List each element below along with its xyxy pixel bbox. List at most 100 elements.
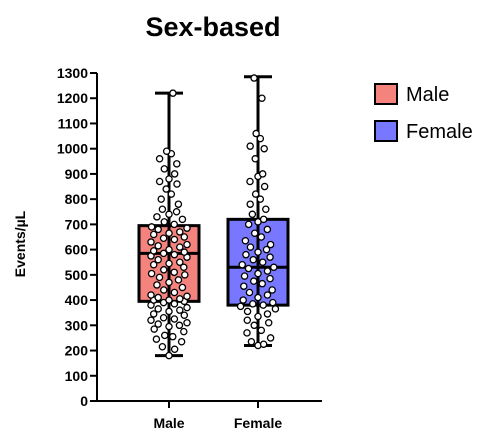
data-point (155, 273, 164, 282)
data-point (178, 215, 187, 224)
data-point (157, 195, 165, 203)
data-point (180, 263, 188, 272)
legend-swatch-male (374, 83, 398, 105)
data-point (257, 233, 266, 241)
y-tick-label: 1200 (57, 90, 88, 106)
y-tick-label: 1100 (58, 115, 89, 131)
data-point (236, 302, 245, 311)
box-male (137, 89, 201, 360)
y-tick-label: 0 (80, 393, 88, 409)
y-tick-label: 200 (65, 343, 89, 359)
data-point (246, 177, 254, 186)
data-point (239, 296, 247, 304)
data-point (165, 296, 173, 304)
data-point (250, 74, 258, 82)
data-point (244, 220, 253, 229)
data-point (252, 129, 260, 138)
data-point (169, 332, 177, 341)
data-point (170, 345, 179, 354)
data-point (154, 320, 162, 328)
data-point (150, 325, 158, 333)
data-point (174, 276, 183, 284)
data-point (154, 293, 162, 302)
data-point (170, 288, 179, 297)
data-point (165, 210, 173, 219)
data-point (247, 337, 256, 346)
data-point (251, 190, 260, 198)
data-point (149, 230, 158, 239)
data-point (263, 291, 272, 299)
data-point (256, 195, 265, 203)
data-point (254, 248, 262, 256)
data-point (254, 312, 262, 321)
data-point (262, 245, 271, 254)
data-point (147, 316, 155, 325)
data-point (260, 182, 269, 191)
y-tick-label: 600 (65, 242, 89, 258)
data-point (243, 307, 252, 316)
y-tick-label: 100 (65, 368, 89, 384)
y-tick-label: 700 (65, 216, 89, 232)
data-point (240, 272, 249, 280)
y-tick-label: 1000 (57, 141, 88, 157)
data-point (170, 170, 179, 178)
data-point (271, 305, 280, 313)
data-point (262, 205, 270, 213)
legend-label-male: Male (406, 84, 449, 106)
x-tick-label: Female (234, 415, 282, 431)
data-point (246, 243, 255, 251)
data-point (158, 343, 167, 351)
legend: Male Female (374, 83, 473, 143)
data-point (250, 321, 258, 330)
data-point (266, 274, 274, 283)
chart-title: Sex-based (145, 12, 280, 42)
data-point (172, 208, 181, 216)
data-point (170, 250, 179, 259)
data-point (160, 218, 169, 226)
data-point (153, 281, 161, 289)
data-point (250, 229, 259, 237)
data-point (180, 248, 189, 256)
data-point (158, 205, 167, 213)
data-point (257, 326, 266, 335)
data-point (264, 319, 273, 327)
data-point (154, 255, 162, 264)
data-point (263, 225, 272, 234)
data-point (154, 305, 162, 313)
box-female (226, 74, 290, 350)
y-tick-label: 400 (65, 292, 89, 308)
data-point (170, 235, 179, 244)
data-point (160, 165, 169, 173)
data-point (169, 89, 177, 97)
data-point (183, 319, 191, 327)
y-tick-label: 500 (65, 267, 89, 283)
data-point (155, 155, 164, 163)
x-tick-label: Male (153, 415, 184, 431)
data-point (241, 237, 250, 245)
data-point (240, 282, 248, 290)
data-point (176, 243, 184, 251)
data-point (246, 142, 254, 150)
data-point (176, 306, 184, 314)
data-point (170, 220, 178, 229)
data-point (258, 279, 267, 288)
data-point (258, 258, 267, 266)
data-point (167, 190, 176, 198)
data-point (248, 210, 257, 219)
data-point (266, 240, 275, 249)
data-point (254, 269, 262, 278)
data-point (183, 224, 191, 232)
data-point (170, 315, 179, 323)
data-point (269, 298, 277, 307)
plot-area: 0 100 200 300 400 500 600 700 800 900 1000 1100 1200… (57, 65, 322, 431)
data-point (181, 271, 189, 279)
data-point (246, 200, 254, 208)
y-tick-label: 900 (65, 166, 89, 182)
y-tick-label: 300 (65, 317, 89, 333)
data-point (263, 310, 272, 318)
data-point (256, 134, 265, 143)
data-point (244, 264, 253, 273)
data-point (258, 94, 266, 102)
data-point (258, 170, 267, 178)
